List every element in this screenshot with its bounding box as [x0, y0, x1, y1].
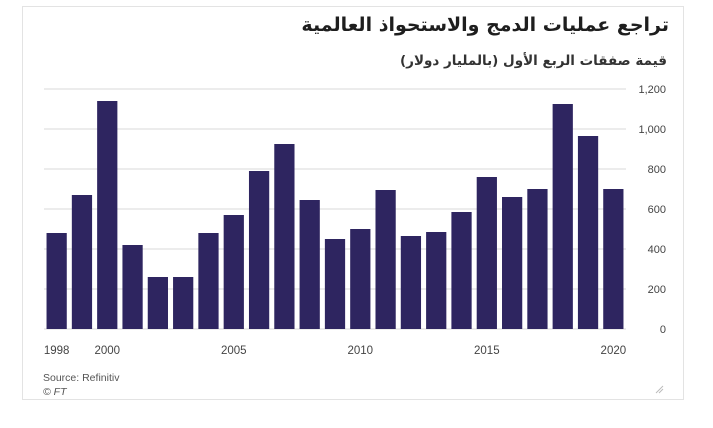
y-tick-label: 800 [648, 164, 666, 176]
source-note: Source: Refinitiv [43, 372, 120, 384]
bar-2000 [97, 101, 118, 329]
bar-2003 [173, 277, 194, 329]
bar-2016 [502, 197, 523, 329]
bars [46, 101, 624, 329]
y-tick-label: 200 [648, 284, 666, 296]
x-tick-label: 2010 [348, 345, 374, 357]
bar-2018 [552, 104, 573, 329]
bar-2008 [299, 200, 320, 329]
x-tick-label: 2020 [601, 345, 627, 357]
y-tick-labels: 0 200 400 600 800 1,000 1,200 [638, 84, 666, 336]
x-tick-label: 2000 [94, 345, 120, 357]
bar-2012 [400, 236, 422, 329]
ft-credit: © FT [43, 386, 67, 398]
bar-2020 [603, 189, 624, 329]
x-tick-label: 2015 [474, 345, 500, 357]
chart-card [22, 6, 684, 400]
x-tick-label: 1998 [44, 345, 70, 357]
bar-1999 [71, 195, 93, 329]
y-tick-label: 400 [648, 244, 666, 256]
y-tick-label: 1,000 [638, 124, 666, 136]
bar-1998 [46, 233, 67, 329]
bar-2007 [274, 144, 295, 329]
x-tick-label: 2005 [221, 345, 247, 357]
bar-2002 [147, 277, 168, 329]
bar-2010 [350, 229, 371, 329]
y-tick-label: 0 [660, 324, 666, 336]
bar-2013 [426, 232, 447, 329]
x-tick-labels: 1998 2000 2005 2010 2015 2020 [44, 345, 626, 357]
chart-title: تراجع عمليات الدمج والاستحواذ العالمية [301, 14, 669, 36]
bar-2009 [324, 239, 346, 329]
resize-handle-icon[interactable] [654, 384, 664, 394]
chart-subtitle: قيمة صفقات الربع الأول (بالمليار دولار) [400, 53, 667, 69]
bar-2011 [375, 190, 396, 329]
y-tick-label: 1,200 [638, 84, 666, 96]
bar-2005 [223, 215, 244, 329]
bar-2014 [451, 212, 472, 329]
y-tick-label: 600 [648, 204, 666, 216]
bar-2017 [527, 189, 548, 329]
bar-2019 [577, 136, 599, 329]
bar-2006 [248, 171, 270, 329]
bar-2015 [476, 177, 497, 329]
bar-2001 [122, 245, 143, 329]
bar-2004 [198, 233, 219, 329]
